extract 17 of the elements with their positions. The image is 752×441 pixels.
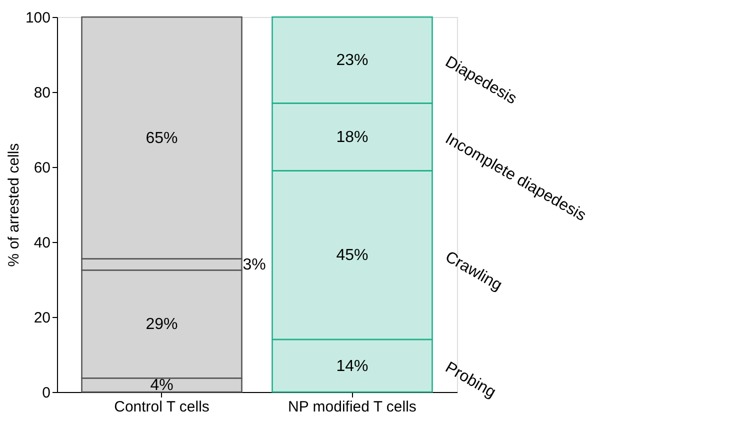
- y-tick-label: 0: [42, 384, 50, 402]
- data-label: 14%: [336, 358, 368, 375]
- data-label: 45%: [336, 247, 368, 264]
- y-tick-label: 100: [25, 10, 50, 26]
- data-label: 3%: [242, 256, 266, 274]
- y-axis-title: % of arrested cells: [5, 143, 22, 267]
- x-tick-label: Control T cells: [114, 398, 210, 416]
- data-label: 23%: [336, 52, 368, 70]
- data-label: 18%: [336, 129, 368, 146]
- data-label: 65%: [146, 130, 178, 147]
- data-label: 4%: [150, 377, 174, 394]
- data-label: 29%: [146, 316, 178, 334]
- y-tick-label: 80: [34, 84, 50, 102]
- y-tick-label: 40: [34, 234, 50, 252]
- y-tick-label: 60: [34, 160, 50, 176]
- y-tick-label: 20: [34, 310, 50, 326]
- x-tick-label: NP modified T cells: [288, 398, 416, 416]
